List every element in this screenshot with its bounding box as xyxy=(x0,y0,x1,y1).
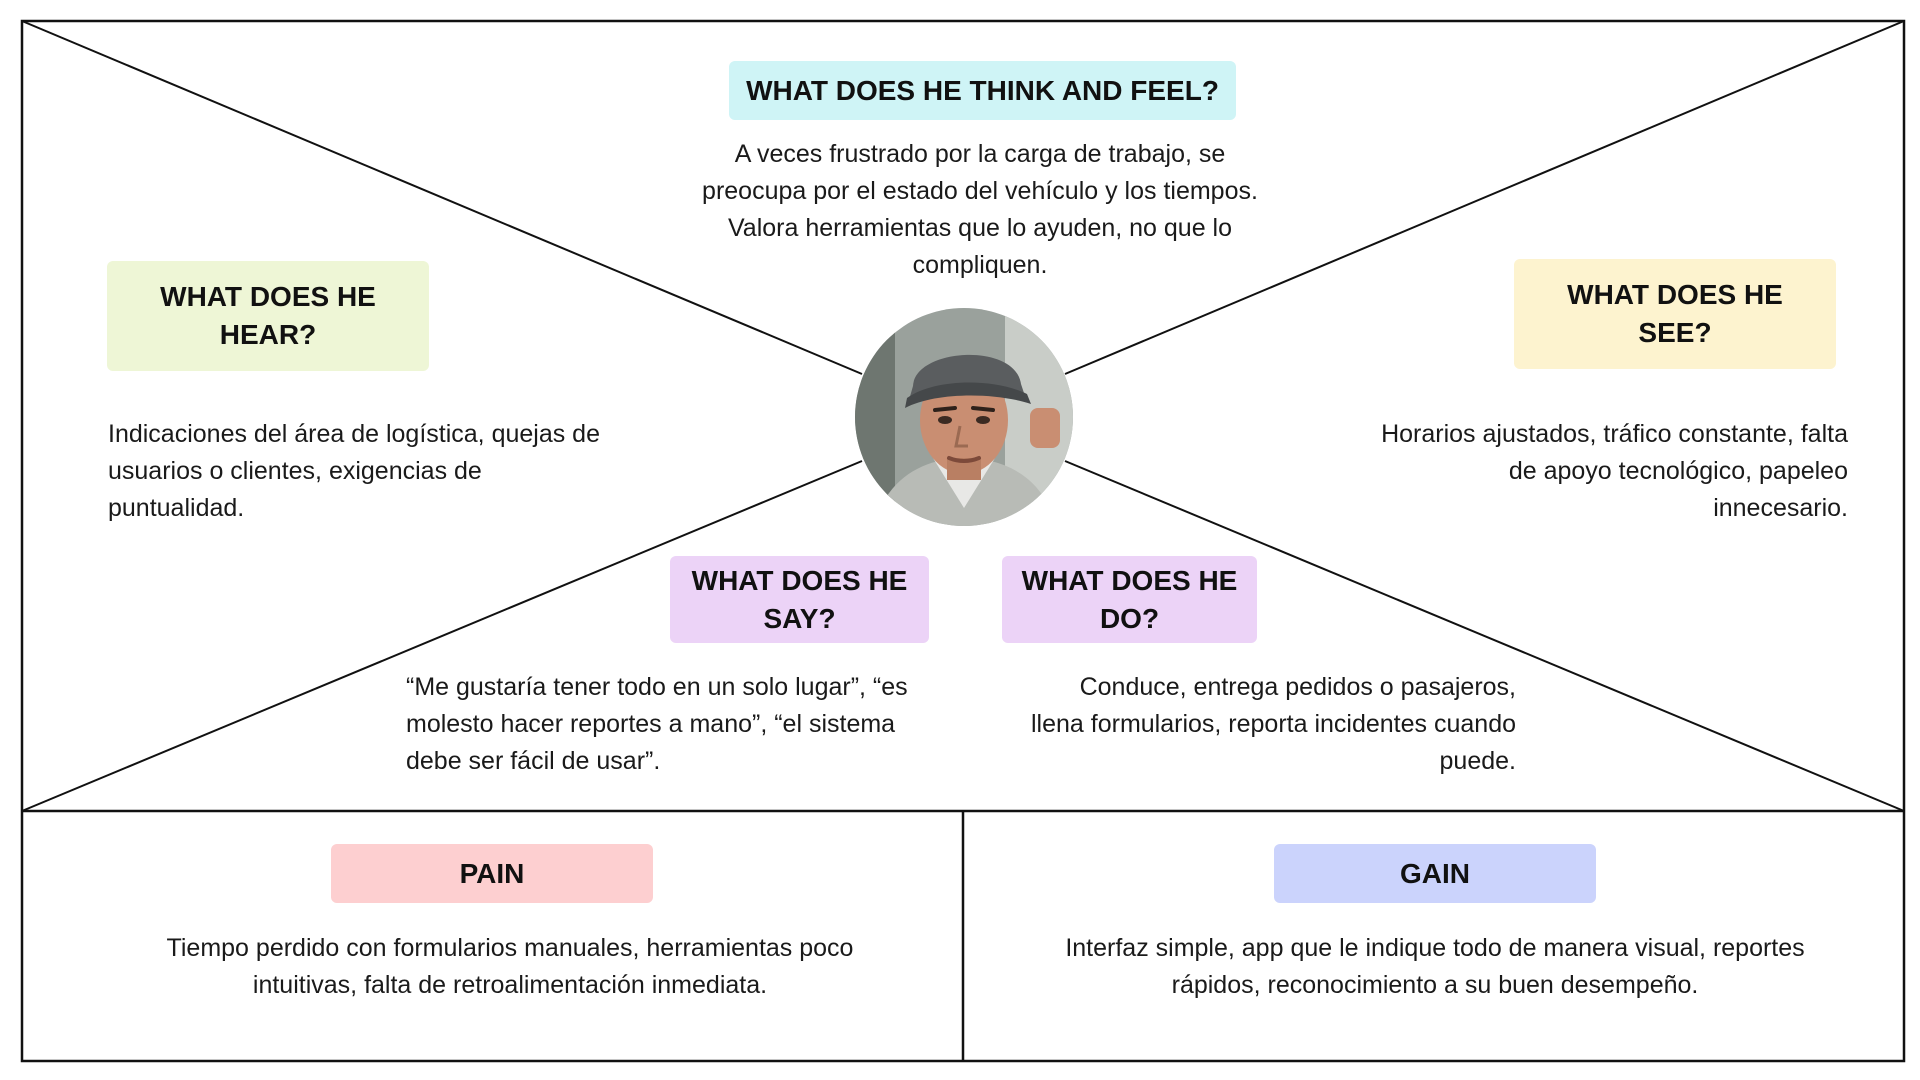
gain-title: GAIN xyxy=(1400,857,1470,889)
hear-title: WHAT DOES HE HEAR? xyxy=(160,281,376,350)
hear-text: Indicaciones del área de logística, quej… xyxy=(108,420,600,522)
think-feel-title: WHAT DOES HE THINK AND FEEL? xyxy=(746,74,1219,106)
hear-label: WHAT DOES HE HEAR? xyxy=(107,261,429,371)
diagonal-top-left xyxy=(21,20,863,375)
think-feel-text: A veces frustrado por la carga de trabaj… xyxy=(702,140,1258,279)
see-title: WHAT DOES HE SEE? xyxy=(1567,279,1783,348)
do-title: WHAT DOES HE DO? xyxy=(1021,564,1238,634)
see-text: Horarios ajustados, tráfico constante, f… xyxy=(1381,420,1848,522)
diagonal-bottom-left xyxy=(21,460,863,812)
say-text: “Me gustaría tener todo en un solo lugar… xyxy=(406,673,908,775)
diagonal-bottom-right xyxy=(1064,460,1905,812)
pain-text: Tiempo perdido con formularios manuales,… xyxy=(166,934,854,999)
pain-label: PAIN xyxy=(331,844,653,903)
person-portrait-icon xyxy=(855,308,1073,526)
do-label: WHAT DOES HE DO? xyxy=(1002,556,1257,643)
do-text: Conduce, entrega pedidos o pasajeros, ll… xyxy=(1031,673,1516,775)
gain-text: Interfaz simple, app que le indique todo… xyxy=(1065,934,1805,999)
pain-title: PAIN xyxy=(459,857,525,889)
say-label: WHAT DOES HE SAY? xyxy=(670,556,929,643)
see-label: WHAT DOES HE SEE? xyxy=(1514,259,1836,369)
say-title: WHAT DOES HE SAY? xyxy=(691,564,908,634)
gain-label: GAIN xyxy=(1274,844,1596,903)
think-feel-label: WHAT DOES HE THINK AND FEEL? xyxy=(729,61,1236,120)
diagonal-top-right xyxy=(1064,20,1905,375)
persona-avatar xyxy=(855,308,1073,526)
